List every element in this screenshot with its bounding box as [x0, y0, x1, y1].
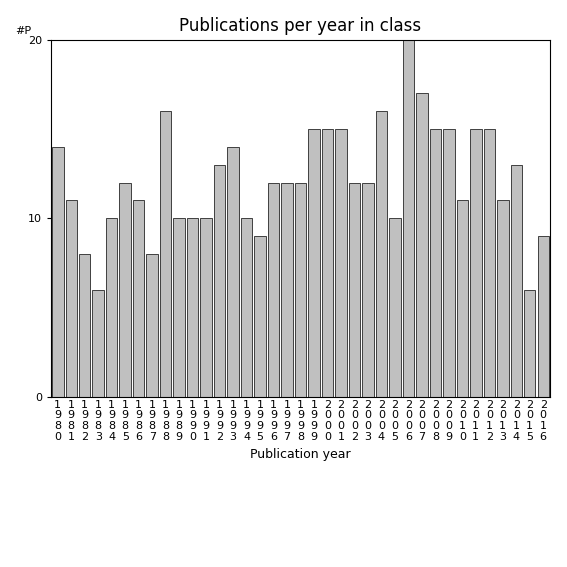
Bar: [241, 218, 252, 397]
X-axis label: Publication year: Publication year: [250, 447, 351, 460]
Bar: [349, 183, 360, 397]
Bar: [200, 218, 212, 397]
Bar: [484, 129, 495, 397]
Bar: [187, 218, 198, 397]
Bar: [321, 129, 333, 397]
Bar: [281, 183, 293, 397]
Bar: [308, 129, 320, 397]
Bar: [538, 236, 549, 397]
Bar: [403, 40, 414, 397]
Bar: [66, 200, 77, 397]
Bar: [227, 147, 239, 397]
Bar: [470, 129, 481, 397]
Bar: [376, 111, 387, 397]
Bar: [443, 129, 455, 397]
Bar: [335, 129, 346, 397]
Bar: [120, 183, 131, 397]
Bar: [389, 218, 401, 397]
Bar: [456, 200, 468, 397]
Bar: [497, 200, 509, 397]
Bar: [214, 164, 225, 397]
Bar: [416, 93, 428, 397]
Bar: [255, 236, 266, 397]
Bar: [174, 218, 185, 397]
Bar: [79, 254, 91, 397]
Bar: [510, 164, 522, 397]
Bar: [106, 218, 117, 397]
Bar: [430, 129, 441, 397]
Bar: [524, 290, 535, 397]
Bar: [146, 254, 158, 397]
Bar: [52, 147, 64, 397]
Bar: [160, 111, 171, 397]
Bar: [92, 290, 104, 397]
Bar: [295, 183, 306, 397]
Bar: [362, 183, 374, 397]
Y-axis label: #P: #P: [15, 26, 32, 36]
Title: Publications per year in class: Publications per year in class: [179, 18, 422, 35]
Bar: [133, 200, 145, 397]
Bar: [268, 183, 280, 397]
